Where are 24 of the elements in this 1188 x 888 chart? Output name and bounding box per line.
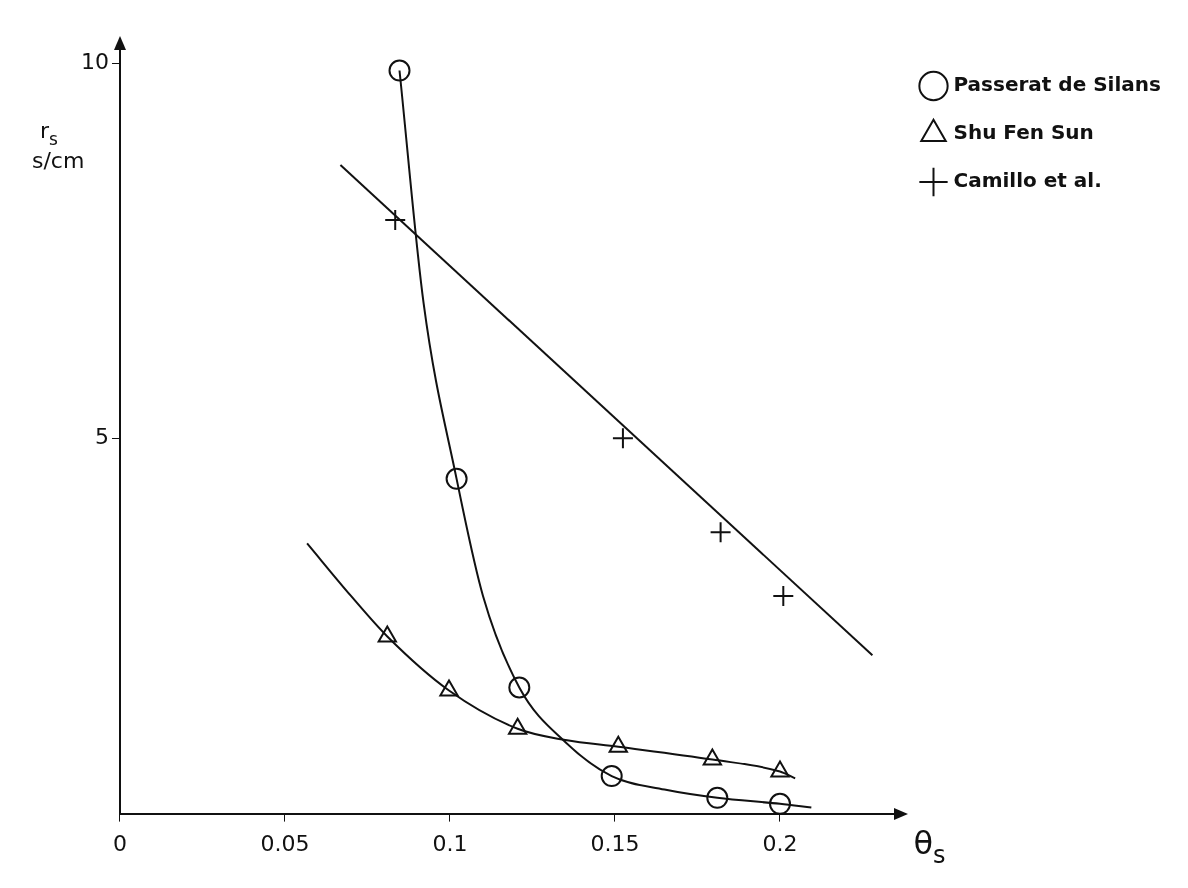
point <box>702 748 723 766</box>
legend-label: Passerat de Silans <box>953 72 1161 97</box>
x-tick-label: 0.1 <box>432 830 468 856</box>
point <box>507 717 528 735</box>
point <box>439 679 459 697</box>
x-tick-label: 0.2 <box>762 830 798 856</box>
legend-label: Camillo et al. <box>953 168 1102 193</box>
point <box>709 521 732 544</box>
point <box>600 765 623 788</box>
point <box>770 760 790 778</box>
legend-label: Shu Fen Sun <box>953 120 1094 145</box>
x-tick-label: 0.15 <box>590 830 640 856</box>
x-tick-label: 0.05 <box>260 830 310 856</box>
point <box>608 735 628 753</box>
y-tick-label: 10 <box>80 48 109 74</box>
point <box>611 427 634 450</box>
point <box>706 786 729 809</box>
x-tick-label: 0 <box>112 830 127 856</box>
point <box>769 792 791 814</box>
point <box>377 625 397 643</box>
point <box>508 676 531 699</box>
point <box>388 59 411 82</box>
y-tick-label: 5 <box>94 424 109 450</box>
point <box>445 467 468 490</box>
